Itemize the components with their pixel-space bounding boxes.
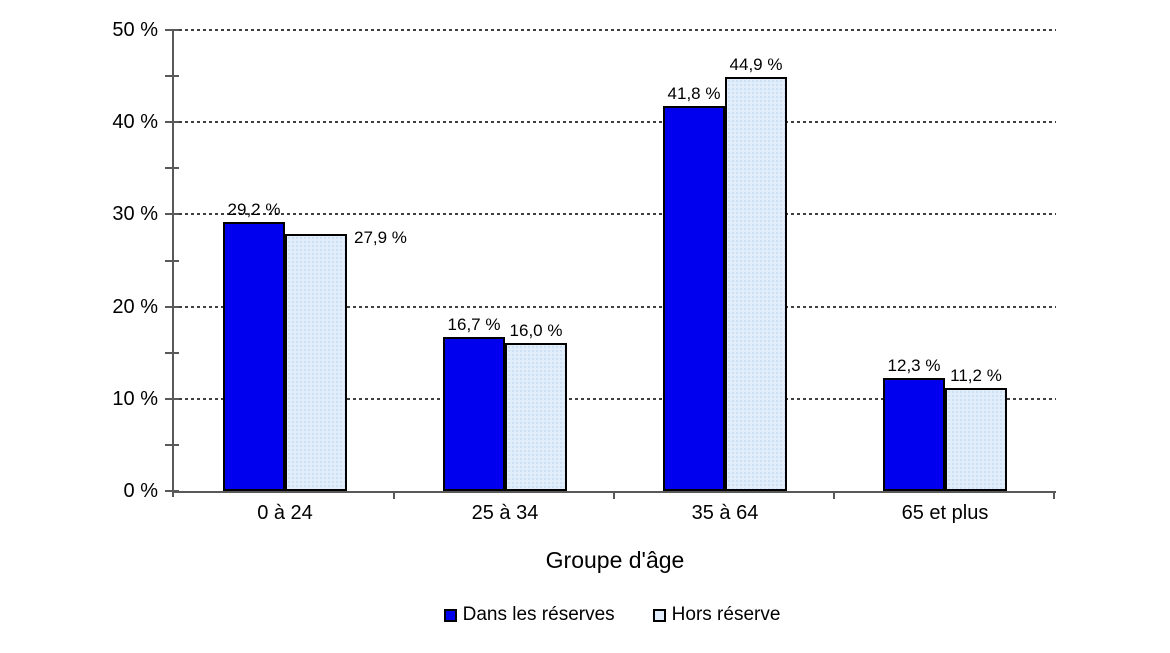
y-tick-10pct (165, 398, 179, 400)
x-category-label-65-et-plus: 65 et plus (901, 502, 989, 524)
x-tick-1 (393, 491, 395, 499)
value-label-hors-reserve-0-a-24: 27,9 % (354, 228, 407, 247)
y-tick-25pct (165, 260, 179, 262)
value-label-dans-les-reserves-35-a-64: 41,8 % (667, 84, 721, 103)
y-tick-label-50pct: 50 % (112, 19, 158, 41)
legend-swatch-hors-reserve (652, 608, 666, 622)
gridline-50pct (173, 29, 1056, 31)
y-tick-35pct (165, 167, 179, 169)
x-category-label-0-a-24: 0 à 24 (257, 502, 313, 524)
legend-item-dans-les-reserves: Dans les réserves (443, 603, 615, 627)
legend: Dans les réserves Hors réserve (27, 603, 1170, 627)
gridline-20pct (173, 306, 1056, 308)
y-tick-0pct (165, 490, 179, 492)
legend-item-hors-reserve: Hors réserve (652, 603, 781, 627)
legend-swatch-dans-les-reserves (443, 608, 457, 622)
bar-dans-les-reserves-35-a-64 (663, 106, 725, 491)
x-tick-2 (613, 491, 615, 499)
y-tick-50pct (165, 29, 179, 31)
bar-dans-les-reserves-65-et-plus (883, 378, 945, 491)
bar-dans-les-reserves-0-a-24 (223, 222, 285, 491)
bar-dans-les-reserves-25-a-34 (443, 337, 505, 491)
bar-hors-reserve-35-a-64 (725, 77, 787, 491)
x-tick-4 (1053, 491, 1055, 499)
y-tick-5pct (165, 444, 179, 446)
y-tick-45pct (165, 75, 179, 77)
x-tick-3 (833, 491, 835, 499)
y-tick-label-40pct: 40 % (112, 111, 158, 133)
bar-hors-reserve-25-a-34 (505, 343, 567, 491)
y-tick-40pct (165, 121, 179, 123)
value-label-hors-reserve-35-a-64: 44,9 % (729, 55, 783, 74)
y-tick-20pct (165, 306, 179, 308)
legend-label-dans-les-reserves: Dans les réserves (462, 604, 615, 625)
y-tick-label-30pct: 30 % (112, 203, 158, 225)
y-tick-30pct (165, 213, 179, 215)
value-label-dans-les-reserves-0-a-24: 29,2 % (227, 200, 281, 219)
x-category-label-25-a-34: 25 à 34 (471, 502, 539, 524)
bar-hors-reserve-65-et-plus (945, 388, 1007, 491)
value-label-dans-les-reserves-25-a-34: 16,7 % (447, 315, 501, 334)
gridline-30pct (173, 213, 1056, 215)
gridline-40pct (173, 121, 1056, 123)
y-tick-label-0pct: 0 % (123, 480, 158, 502)
y-tick-15pct (165, 352, 179, 354)
gridline-10pct (173, 398, 1056, 400)
y-tick-label-10pct: 10 % (112, 388, 158, 410)
x-category-label-35-a-64: 35 à 64 (691, 502, 759, 524)
y-axis-line (172, 29, 174, 497)
bar-hors-reserve-0-a-24 (285, 234, 347, 491)
y-tick-label-20pct: 20 % (112, 296, 158, 318)
legend-label-hors-reserve: Hors réserve (671, 604, 781, 625)
value-label-hors-reserve-25-a-34: 16,0 % (509, 321, 563, 340)
value-label-dans-les-reserves-65-et-plus: 12,3 % (887, 356, 941, 375)
x-axis-title: Groupe d'âge (545, 547, 685, 573)
value-label-hors-reserve-65-et-plus: 11,2 % (950, 366, 1002, 385)
